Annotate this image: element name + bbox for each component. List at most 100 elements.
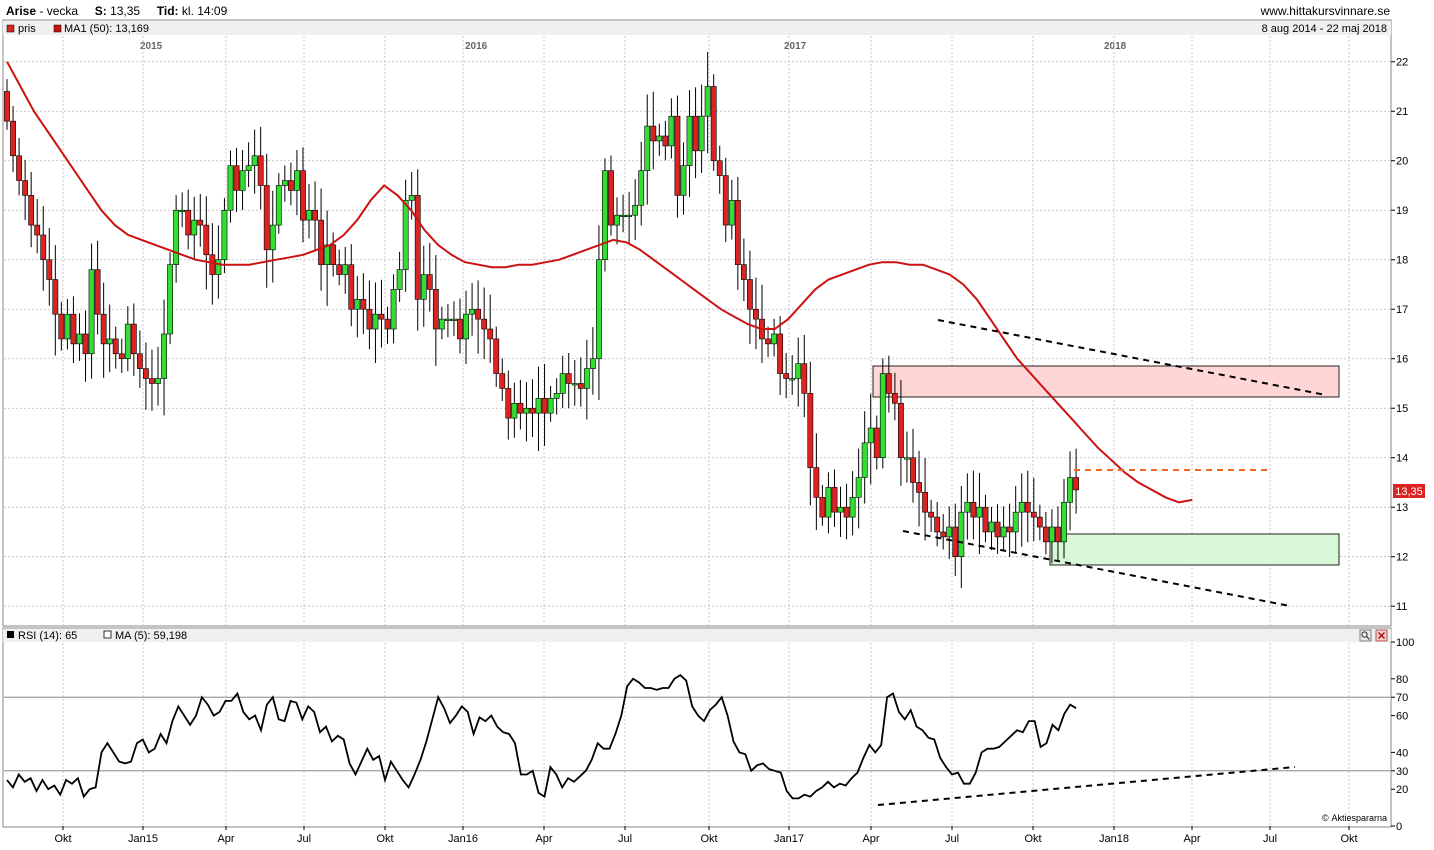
candle [40, 206, 47, 291]
candle [348, 244, 355, 327]
x-axis: Okt Jan15 Apr Jul Okt Jan16 Apr Jul Okt Jan17 Apr J… [54, 826, 1358, 845]
x-tick-label: Okt [700, 833, 717, 845]
candle [112, 326, 119, 369]
candle [1018, 473, 1025, 547]
candle [716, 145, 723, 194]
candle [885, 355, 892, 413]
candle [807, 361, 814, 506]
candle [10, 106, 16, 173]
candle [565, 352, 572, 409]
candle [541, 363, 548, 446]
candle [559, 355, 566, 409]
candle [185, 189, 192, 250]
candle [644, 94, 651, 205]
candle [300, 147, 306, 243]
year-label-2016: 2016 [465, 41, 488, 52]
price-tick-label: 11 [1396, 601, 1407, 613]
candle [795, 337, 802, 407]
candle [596, 225, 602, 400]
candle [94, 240, 101, 335]
candle [505, 370, 512, 440]
x-tick-label: Jul [297, 833, 311, 845]
candle [819, 484, 826, 526]
candle [571, 360, 578, 406]
price-panel-frame [2, 19, 1392, 627]
candle [34, 198, 41, 254]
candle [432, 255, 439, 366]
magnifier-icon[interactable] [1359, 629, 1372, 642]
candle [438, 306, 445, 340]
candle [535, 366, 542, 452]
candle [722, 157, 729, 243]
candle [22, 159, 29, 221]
ma-legend-label: MA1 (50): 13,169 [64, 23, 149, 35]
price-tick-label: 19 [1396, 205, 1408, 217]
candle [970, 470, 977, 540]
price-tick-label: 12 [1396, 552, 1408, 564]
candle [1055, 506, 1061, 562]
rsi-tick-label: 70 [1396, 692, 1408, 704]
price-tick-label: 20 [1396, 156, 1408, 168]
rsi-tick-label: 60 [1396, 711, 1408, 723]
candle [1042, 511, 1049, 555]
x-tick-label: Okt [1024, 833, 1041, 845]
candle [469, 283, 475, 336]
candle [753, 277, 759, 350]
close-icon[interactable] [1375, 629, 1388, 642]
candle [16, 137, 22, 196]
candle [136, 330, 143, 388]
candle [988, 506, 995, 551]
last-label: S: [94, 4, 107, 18]
x-tick-label: Jul [618, 833, 632, 845]
candle [958, 486, 965, 589]
candle [354, 275, 361, 338]
candle [82, 310, 89, 382]
candle [602, 158, 608, 272]
candle [475, 280, 482, 354]
candle [583, 339, 590, 420]
ma-line [6, 61, 1193, 504]
candle [1030, 477, 1037, 542]
price-tick-label: 14 [1396, 453, 1408, 465]
candle [1000, 506, 1007, 552]
candle [608, 155, 614, 236]
candle [686, 90, 693, 198]
candle [330, 232, 337, 277]
candle [88, 243, 95, 379]
candle [710, 74, 717, 171]
candle [294, 150, 300, 216]
x-tick-label: Apr [1183, 833, 1200, 845]
candle [650, 91, 657, 170]
candle [740, 238, 747, 302]
candle [360, 273, 367, 335]
candle [946, 506, 953, 560]
candle [638, 141, 645, 226]
rsi-legend-bar [3, 629, 1391, 642]
candle [626, 191, 633, 244]
candle [547, 385, 554, 422]
candle [523, 382, 530, 442]
candle [529, 379, 536, 437]
candle [867, 393, 874, 485]
x-tick-label: Jan16 [448, 833, 478, 845]
candle [813, 433, 820, 530]
candle [155, 346, 161, 406]
candle [342, 246, 349, 294]
candle [916, 450, 922, 527]
time-value: kl. 14:09 [181, 4, 228, 18]
candle [1024, 470, 1031, 543]
rsi-legend-swatch [7, 631, 14, 638]
candle [982, 494, 989, 543]
candle [481, 287, 488, 360]
site-url[interactable]: www.hittakursvinnare.se [1260, 4, 1390, 18]
candle [940, 514, 947, 550]
candle [215, 225, 222, 299]
candle [58, 301, 65, 351]
candle [891, 372, 898, 421]
candle [825, 472, 832, 534]
candle [179, 192, 186, 228]
candle [173, 195, 180, 283]
candle [964, 473, 971, 540]
rsi-ma-legend-label: MA (5): 59,198 [115, 630, 187, 642]
x-tick-label: Jan15 [128, 833, 158, 845]
